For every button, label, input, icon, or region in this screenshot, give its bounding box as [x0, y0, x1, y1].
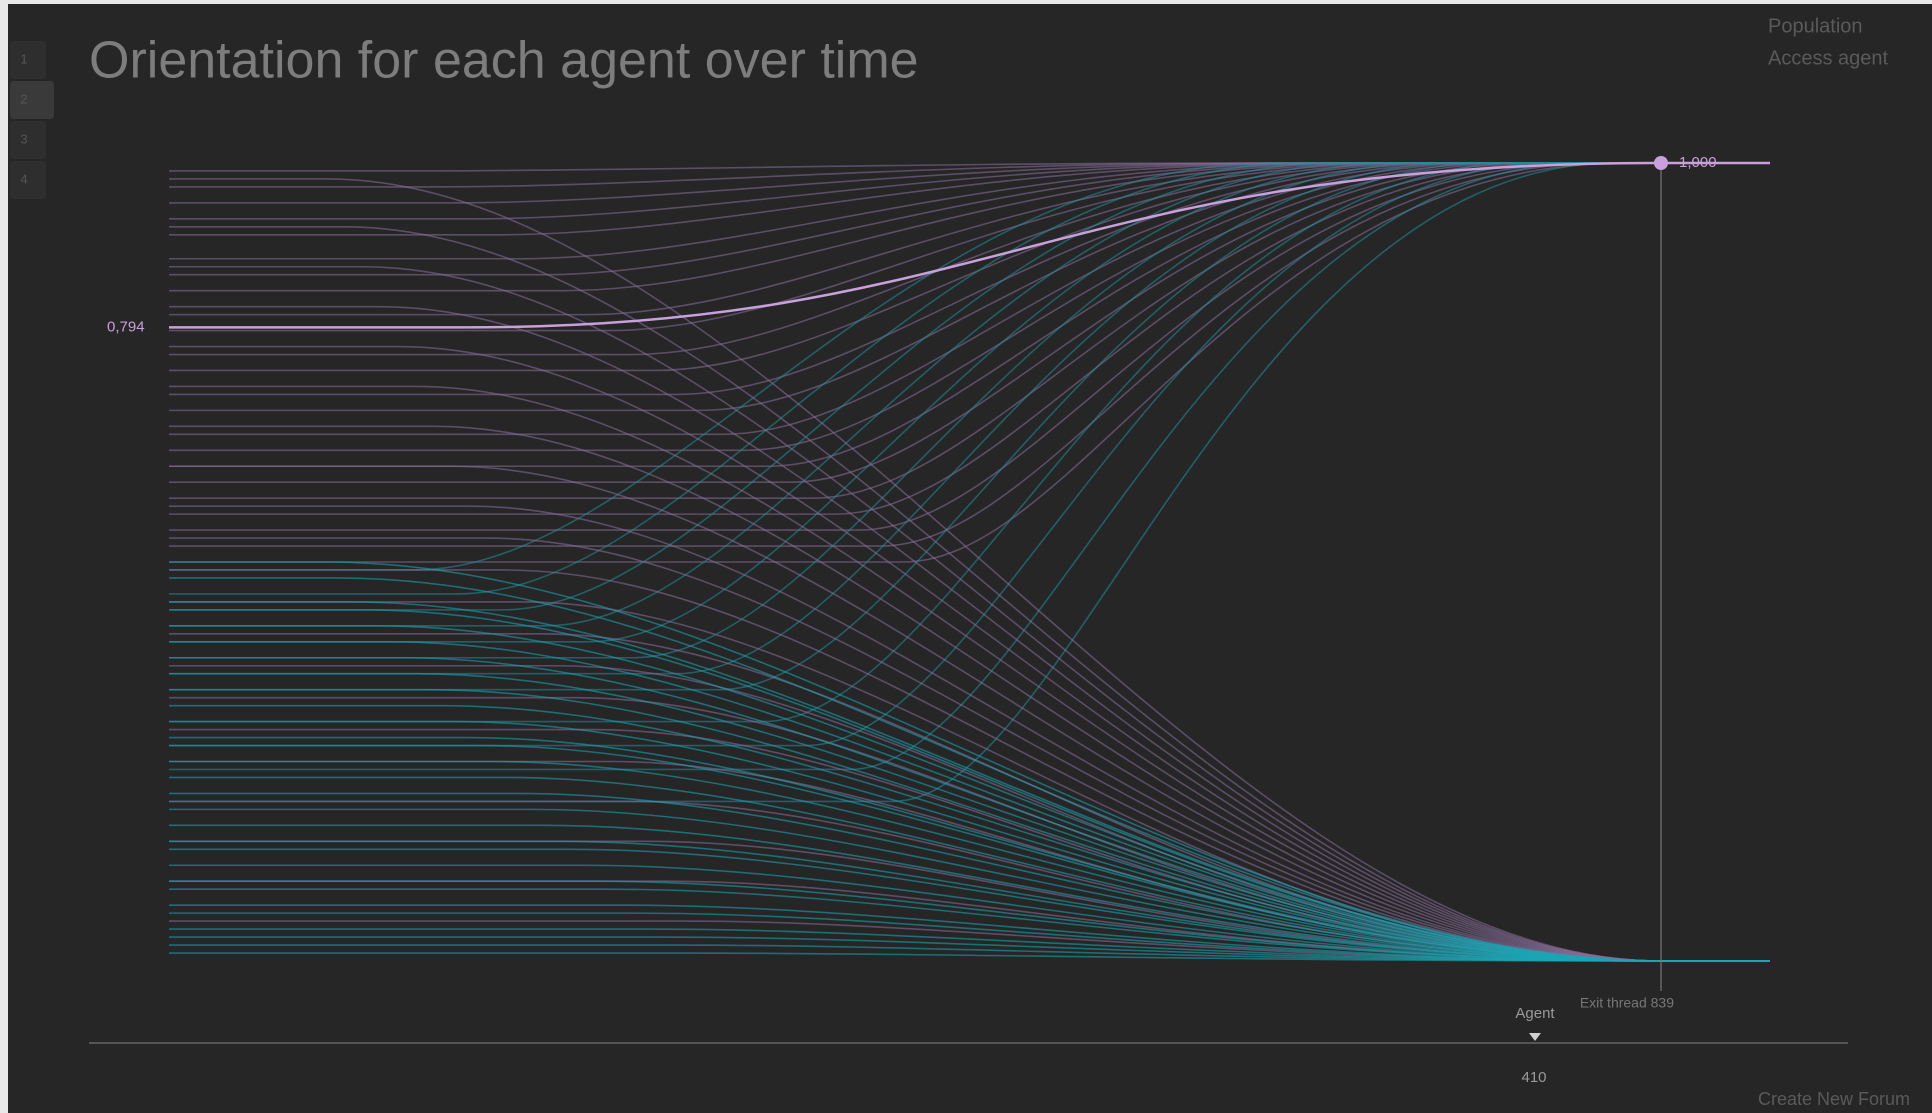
chart-title: Orientation for each agent over time	[89, 32, 919, 90]
agent-line	[169, 425, 1770, 962]
tab[interactable]	[10, 41, 46, 79]
tab[interactable]	[10, 81, 54, 119]
agent-line	[169, 162, 1770, 316]
highlight-start-label: 0,794	[107, 318, 145, 335]
menu-item[interactable]: Population	[1768, 15, 1863, 37]
agent-line	[169, 162, 1770, 723]
agent-line	[169, 162, 1770, 188]
tab-label[interactable]: 1	[20, 51, 27, 66]
agent-line	[169, 162, 1770, 332]
highlight-end-label: 1,000	[1679, 154, 1717, 171]
menu-item[interactable]: Access agent	[1768, 47, 1889, 69]
agent-line	[169, 265, 1770, 962]
agent-line	[169, 162, 1770, 483]
agent-line	[169, 162, 1770, 236]
agent-line	[169, 162, 1770, 571]
agent-line	[169, 162, 1770, 204]
agent-line	[169, 162, 1770, 172]
agent-line	[169, 345, 1770, 962]
agent-line	[169, 577, 1770, 962]
agent-line	[169, 162, 1770, 531]
footer-link[interactable]: Create New Forum	[1758, 1089, 1910, 1109]
highlight-end-dot	[1654, 156, 1668, 170]
agent-marker[interactable]	[1529, 1033, 1541, 1041]
tab-label[interactable]: 4	[20, 171, 27, 186]
agent-line	[169, 162, 1770, 220]
agent-line	[169, 385, 1770, 962]
agent-line	[169, 505, 1770, 962]
agent-value: 410	[1521, 1069, 1546, 1086]
agent-line	[169, 162, 1770, 627]
agent-line	[169, 162, 1770, 643]
frame-edge	[0, 0, 1932, 4]
agent-line	[169, 178, 1770, 962]
agent-line	[169, 162, 1770, 412]
highlight-line	[169, 161, 1770, 329]
plot: 0,794 1,000	[107, 154, 1770, 991]
agent-label: Agent	[1515, 1005, 1555, 1022]
agent-line	[169, 162, 1770, 803]
tab-label[interactable]: 2	[20, 91, 27, 106]
agent-line	[169, 952, 1770, 962]
agent-line	[169, 162, 1770, 292]
agent-line	[169, 162, 1770, 356]
agent-line	[169, 162, 1770, 452]
tab-label[interactable]: 3	[20, 131, 27, 146]
agent-line	[169, 226, 1770, 962]
agent-line	[169, 162, 1770, 611]
agent-line	[169, 305, 1770, 962]
agent-line	[169, 162, 1770, 515]
tab[interactable]	[10, 121, 46, 159]
agent-line	[169, 162, 1770, 499]
frame-edge	[0, 0, 8, 1113]
agent-line	[169, 465, 1770, 962]
agent-line	[169, 162, 1770, 675]
agent-line	[169, 162, 1770, 659]
tab[interactable]	[10, 161, 46, 199]
tab-bar: 1 2 3 4	[10, 41, 54, 199]
cursor-label: Exit thread 839	[1580, 995, 1674, 1011]
agent-line	[169, 537, 1770, 962]
agent-line	[169, 162, 1770, 691]
agent-line	[169, 162, 1770, 771]
agent-line	[169, 162, 1770, 595]
